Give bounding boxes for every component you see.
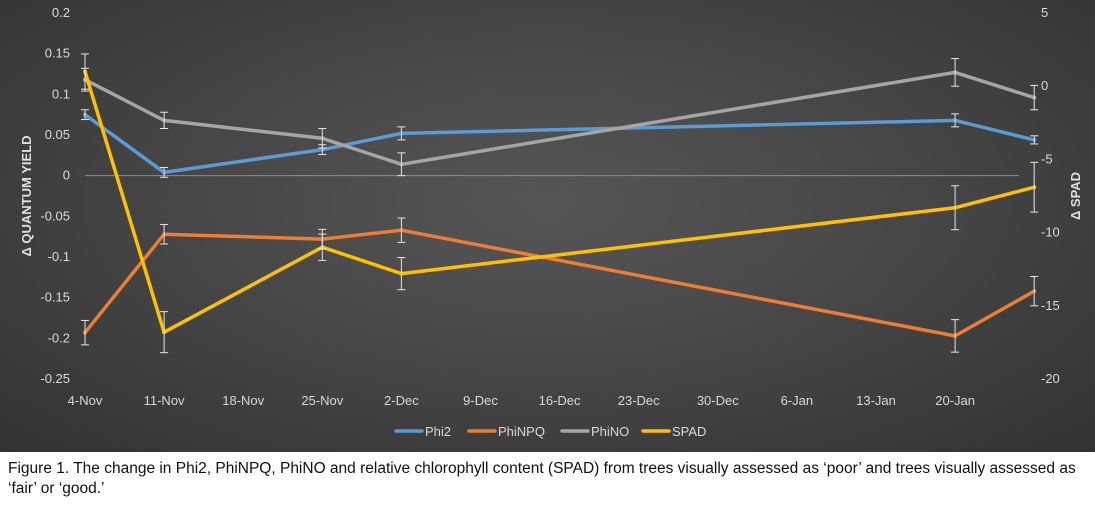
error-bar-spad [160, 311, 169, 354]
y-tick-label: -0.15 [40, 290, 70, 305]
error-bars [81, 53, 1039, 354]
y-tick-label: -0.05 [40, 208, 70, 223]
error-bar-phi2 [1030, 135, 1039, 145]
error-bar-phi2 [951, 113, 960, 128]
y-tick-label: 0.1 [52, 86, 70, 101]
error-bar-phi2 [397, 126, 406, 141]
legend-label-phi2: Phi2 [425, 424, 451, 439]
error-bar-phinpq [160, 223, 169, 245]
error-bar-spad [318, 233, 327, 261]
y2-axis-title: Δ SPAD [1068, 172, 1083, 220]
x-tick-label: 6-Jan [781, 393, 814, 408]
error-bar-phinpq [397, 217, 406, 243]
legend-label-phino: PhiNO [591, 424, 629, 439]
y2-tick-label: -10 [1041, 225, 1060, 240]
error-bar-phi2 [81, 109, 89, 121]
y2-tick-label: -20 [1041, 371, 1060, 386]
x-tick-label: 20-Jan [935, 393, 975, 408]
error-bar-phino [1030, 84, 1039, 111]
error-bar-phino [951, 58, 960, 87]
error-bar-phinpq [951, 319, 960, 353]
y-tick-label: -0.25 [40, 371, 70, 386]
legend-label-phinpq: PhiNPQ [498, 424, 545, 439]
error-bar-phinpq [81, 319, 89, 346]
chart-svg: 0.2 0.15 0.1 0.05 0 -0.05 -0.1 -0.15 -0.2 -0.25 5 0… [19, 5, 1083, 439]
x-tick-label: 11-Nov [144, 393, 185, 408]
y-axis-title: Δ QUANTUM YIELD [19, 135, 34, 256]
y-tick-label: 0.15 [45, 46, 70, 61]
x-tick-label: 9-Dec [463, 393, 498, 408]
chart-area: 0.2 0.15 0.1 0.05 0 -0.05 -0.1 -0.15 -0.2 -0.25 5 0… [0, 0, 1095, 452]
error-bar-phinpq [1030, 276, 1039, 307]
y-tick-label: 0.2 [52, 5, 70, 20]
series-line-phino [83, 70, 1036, 167]
error-bar-phino [160, 111, 169, 129]
series-lines [83, 69, 1037, 338]
y-tick-label: -0.2 [48, 330, 70, 345]
legend: Phi2 PhiNPQ PhiNO SPAD [394, 424, 706, 439]
series-line-spad [83, 69, 1036, 334]
x-tick-label: 4-Nov [68, 393, 103, 408]
y2-tick-label: 0 [1041, 78, 1048, 93]
y2-tick-label: -15 [1041, 298, 1060, 313]
y2-tick-label: 5 [1041, 5, 1048, 20]
x-tick-label: 2-Dec [384, 393, 419, 408]
error-bar-spad [1030, 161, 1039, 213]
error-bar-phi2 [160, 167, 169, 178]
error-bar-spad [81, 53, 89, 90]
error-bar-spad [951, 185, 960, 231]
x-tick-label: 25-Nov [301, 393, 343, 408]
x-tick-label: 16-Dec [539, 393, 581, 408]
series-line-phi2 [83, 112, 1036, 175]
figure-caption: Figure 1. The change in Phi2, PhiNPQ, Ph… [8, 460, 1076, 497]
x-tick-label: 30-Dec [697, 393, 739, 408]
series-line-phinpq [83, 228, 1036, 338]
error-bar-phino [318, 127, 327, 149]
error-bar-phino [397, 152, 406, 177]
x-tick-label: 13-Jan [856, 393, 896, 408]
x-tick-label: 23-Dec [618, 393, 660, 408]
y-tick-label: -0.1 [48, 249, 70, 264]
axes: 0.2 0.15 0.1 0.05 0 -0.05 -0.1 -0.15 -0.2 -0.25 5 0… [19, 5, 1083, 408]
error-bar-spad [397, 256, 406, 291]
y2-tick-label: -5 [1041, 151, 1053, 166]
x-tick-label: 18-Nov [222, 393, 264, 408]
y-tick-label: 0 [63, 168, 70, 183]
legend-label-spad: SPAD [672, 424, 706, 439]
y-tick-label: 0.05 [45, 127, 70, 142]
